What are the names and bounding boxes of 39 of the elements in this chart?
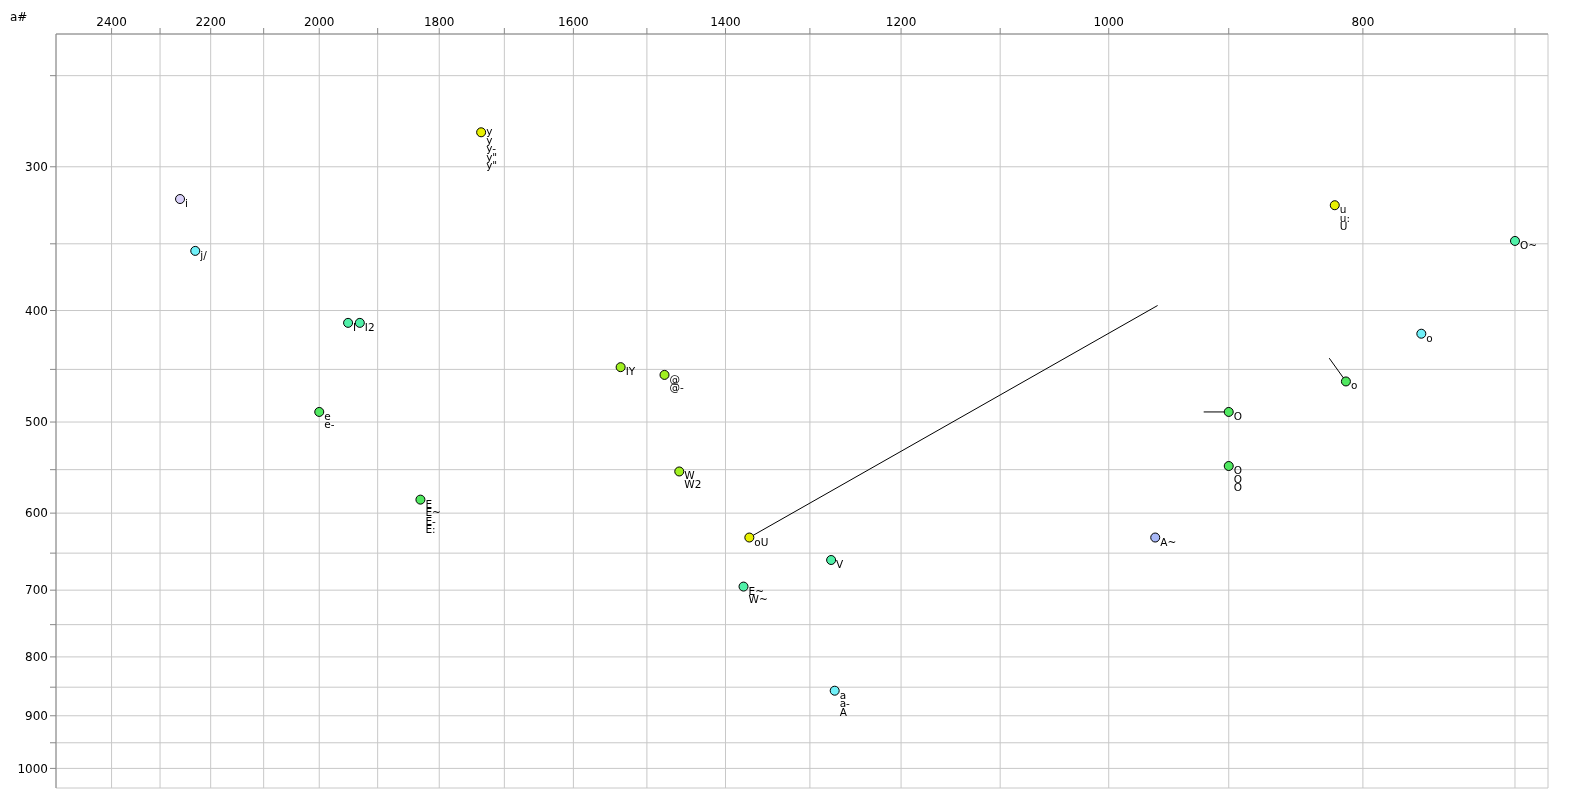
annotation: o	[1426, 331, 1433, 344]
annotation: o	[1350, 379, 1358, 392]
annotation: O	[1233, 481, 1242, 494]
annotation: I2	[364, 320, 375, 333]
x-tick-label: 1200	[885, 15, 917, 29]
annotation: oU	[754, 535, 769, 548]
annotation: e	[324, 409, 331, 422]
annotation: O~	[1519, 238, 1538, 251]
x-tick-label: 1000	[1093, 15, 1124, 29]
x-tick-label: 1600	[558, 15, 589, 29]
annotation: a	[839, 688, 847, 701]
text: a#	[10, 10, 28, 24]
y-tick-label: 400	[25, 303, 48, 318]
x-tick-label: 2200	[195, 15, 226, 29]
y-tick-label: 500	[25, 415, 48, 430]
annotation: W	[684, 469, 696, 482]
x-tick-label: 2400	[96, 15, 127, 29]
y-tick-label: 600	[25, 506, 48, 521]
annotation: O	[1233, 409, 1242, 422]
annotation: @	[669, 372, 681, 385]
annotation: V	[836, 558, 845, 571]
x-tick-label: 800	[1351, 15, 1375, 29]
y-tick-label: 900	[25, 709, 48, 724]
annotation: j/	[199, 248, 208, 261]
annotation: y	[486, 125, 493, 138]
annotation: A~	[1160, 535, 1177, 548]
y-tick-label: 800	[25, 650, 48, 665]
y-tick-label: 300	[25, 160, 48, 175]
annotation: I	[353, 320, 357, 333]
x-tick-label: 2000	[303, 15, 335, 29]
annotation: IY	[625, 365, 636, 378]
y-tick-label: 1000	[17, 761, 48, 776]
y-tick-label: 700	[25, 583, 48, 598]
annotation: i	[185, 197, 188, 210]
annotation: U	[1339, 220, 1348, 233]
x-tick-label: 1800	[423, 15, 455, 29]
x-tick-label: 1400	[710, 15, 741, 29]
annotation: E:	[425, 523, 436, 536]
annotation: u	[1339, 203, 1347, 216]
